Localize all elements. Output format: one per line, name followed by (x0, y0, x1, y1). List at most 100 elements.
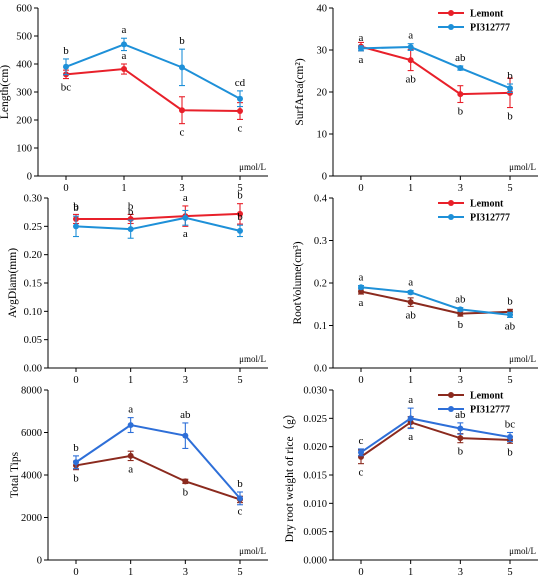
y-tick-label: 600 (16, 4, 32, 15)
unit-label: μmol/L (239, 162, 266, 172)
x-tick-label: 5 (237, 567, 242, 575)
data-point (407, 44, 414, 51)
significance-label: a (359, 297, 364, 309)
significance-label: b (237, 211, 243, 223)
legend: Lemont PI312777 (438, 9, 510, 34)
series-line (75, 216, 241, 232)
series-line (360, 286, 511, 316)
significance-label: ab (180, 409, 191, 421)
y-tick-label: 0.005 (303, 527, 327, 538)
significance-label: b (237, 190, 243, 202)
series-line (65, 43, 241, 100)
x-tick-label: 0 (358, 567, 363, 575)
chart-rootvolume: 0.0 0.1 0.2 0.3 0.4 0 1 3 5 RootVolume(cm³) μmol/L… (292, 194, 538, 386)
y-tick-label: 30 (317, 46, 328, 57)
significance-label: b (128, 206, 134, 218)
legend-marker (448, 406, 454, 412)
series-line (360, 46, 511, 90)
y-tick-label: 0 (37, 556, 42, 567)
legend-marker (448, 10, 454, 16)
data-point (457, 306, 464, 313)
series-lemont: c a b b (358, 416, 513, 479)
data-point (73, 223, 79, 230)
data-point (237, 210, 243, 217)
legend: Lemont PI312777 (438, 199, 510, 224)
significance-label: a (183, 192, 188, 204)
significance-label: b (507, 295, 513, 307)
legend-marker (448, 214, 454, 220)
y-tick-label: 0.025 (303, 414, 327, 425)
series-lemont: a ab b b (358, 288, 513, 331)
data-point (507, 85, 513, 92)
significance-label: b (128, 200, 134, 212)
significance-label: c (238, 122, 243, 134)
y-tick-label: 0.1 (314, 321, 327, 332)
x-tick-label: 5 (507, 375, 512, 386)
y-tick-label: 40 (317, 4, 328, 15)
series-line (75, 454, 241, 501)
legend-label: PI312777 (470, 23, 510, 34)
significance-label: b (63, 45, 69, 57)
data-point (182, 478, 189, 485)
significance-label: a (359, 272, 364, 284)
significance-label: b (73, 200, 79, 212)
legend-marker (448, 24, 454, 30)
series-pi312777: b a ab b (73, 404, 243, 506)
y-tick-label: 0.05 (24, 335, 42, 346)
data-point (358, 288, 364, 295)
series-pi312777: b a b cd (63, 24, 246, 108)
series-lemont: b ba b (73, 190, 243, 227)
x-tick-label: 0 (358, 183, 363, 194)
y-tick-label: 400 (16, 60, 32, 71)
data-point (457, 425, 464, 432)
y-tick-label: 0.015 (303, 471, 327, 482)
significance-label: b (73, 202, 79, 214)
y-axis-label: Total Tips (9, 451, 21, 498)
unit-label: μmol/L (509, 162, 536, 172)
y-tick-label: 200 (16, 116, 32, 127)
chart-avgdiam: 0.00 0.05 0.10 0.15 0.20 0.25 0.30 0 1 3 5 AvgDiam(… (7, 190, 268, 386)
y-axis-label: RootVolume(cm³) (292, 241, 304, 324)
significance-label: a (122, 24, 127, 36)
series-line (360, 45, 511, 96)
significance-label: b (458, 446, 464, 458)
y-tick-label: 300 (16, 88, 32, 99)
data-point (407, 415, 414, 422)
significance-label: b (458, 106, 464, 118)
data-point (237, 495, 243, 502)
significance-label: ab (455, 409, 466, 421)
data-point (407, 289, 414, 296)
y-tick-label: 2000 (21, 513, 42, 524)
significance-label: b (237, 478, 243, 490)
data-point (407, 57, 414, 64)
data-point (121, 66, 127, 73)
significance-label: b (183, 487, 189, 499)
data-point (358, 449, 364, 456)
data-point (121, 41, 127, 48)
series-lemont: b a b c (73, 450, 243, 518)
data-point (457, 310, 464, 317)
significance-label: b (507, 111, 513, 123)
y-tick-label: 0.10 (24, 307, 42, 318)
x-tick-label: 0 (73, 567, 78, 575)
significance-label: a (359, 32, 364, 44)
legend-marker (448, 392, 454, 398)
significance-label: a (128, 404, 133, 416)
y-tick-label: 0.30 (24, 194, 42, 205)
x-tick-label: 5 (237, 375, 242, 386)
series-lemont: a ab b b (358, 41, 513, 123)
significance-label: a (408, 431, 413, 443)
data-point (179, 64, 185, 71)
unit-label: μmol/L (509, 546, 536, 556)
y-tick-label: 6000 (21, 428, 42, 439)
series-line (65, 68, 241, 113)
significance-label: a (183, 228, 188, 240)
significance-label: ab (405, 309, 416, 321)
legend: Lemont PI312777 (438, 391, 510, 416)
significance-label: a (408, 277, 413, 289)
significance-label: b (73, 473, 79, 485)
x-tick-label: 1 (128, 375, 133, 386)
x-tick-label: 1 (128, 567, 133, 575)
data-point (457, 65, 464, 72)
